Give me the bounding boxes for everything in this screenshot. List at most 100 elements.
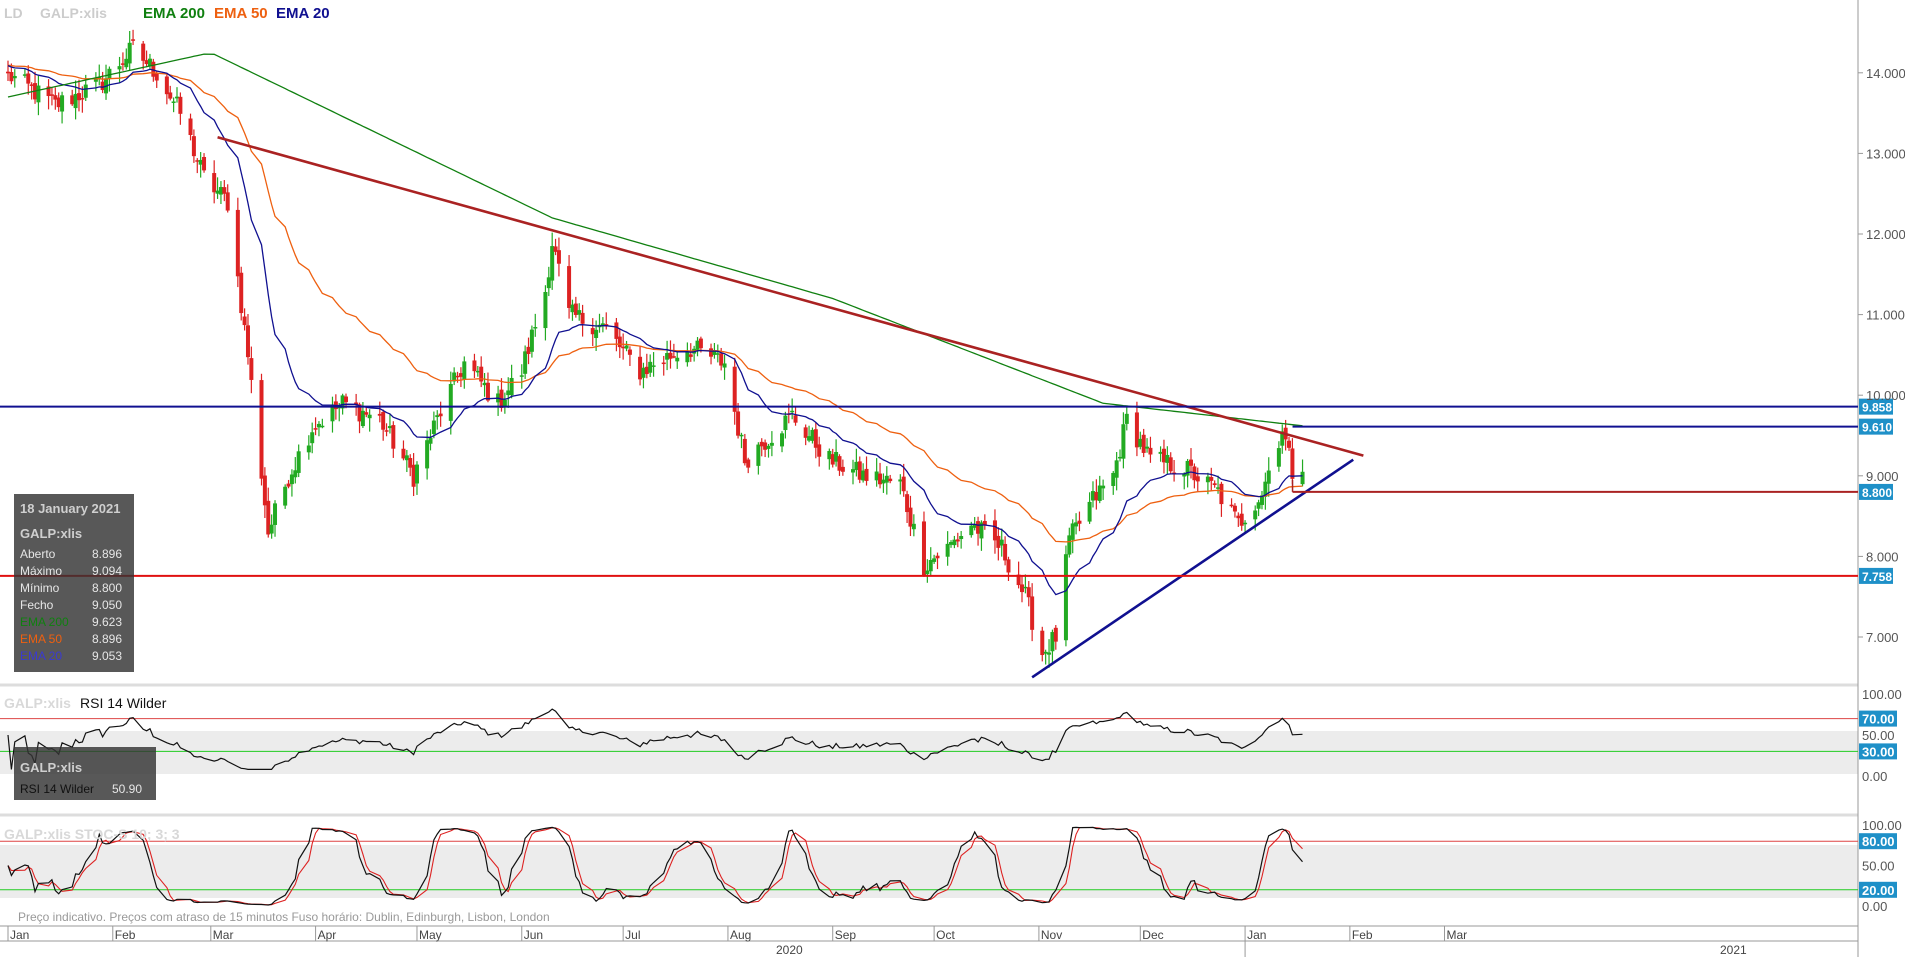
candle[interactable] bbox=[296, 444, 301, 478]
candle[interactable] bbox=[675, 350, 680, 369]
candle[interactable] bbox=[746, 457, 751, 474]
candle[interactable] bbox=[293, 457, 298, 484]
candle[interactable] bbox=[1074, 513, 1079, 535]
candle[interactable] bbox=[310, 422, 315, 454]
candle[interactable] bbox=[732, 357, 737, 425]
candle[interactable] bbox=[1189, 448, 1193, 479]
candle[interactable] bbox=[888, 474, 893, 484]
candle[interactable] bbox=[817, 436, 822, 467]
candle[interactable] bbox=[1077, 511, 1082, 532]
candle[interactable] bbox=[414, 461, 419, 495]
candle[interactable] bbox=[830, 448, 835, 468]
candle[interactable] bbox=[600, 317, 605, 333]
candle[interactable] bbox=[141, 40, 146, 70]
candle[interactable] bbox=[905, 490, 910, 523]
candle[interactable] bbox=[1020, 575, 1024, 603]
candle[interactable] bbox=[769, 431, 774, 457]
candle[interactable] bbox=[1087, 492, 1092, 524]
candle[interactable] bbox=[1053, 625, 1058, 650]
candle[interactable] bbox=[455, 371, 460, 383]
candle[interactable] bbox=[874, 458, 879, 487]
candle[interactable] bbox=[766, 443, 771, 458]
candle[interactable] bbox=[1121, 412, 1126, 469]
legend-ema50[interactable]: EMA 50 bbox=[214, 5, 268, 22]
candle[interactable] bbox=[171, 97, 176, 113]
candle[interactable] bbox=[932, 554, 937, 565]
candle[interactable] bbox=[384, 423, 389, 437]
candle[interactable] bbox=[191, 129, 196, 163]
candle[interactable] bbox=[49, 86, 54, 106]
candle[interactable] bbox=[46, 79, 51, 110]
candle[interactable] bbox=[164, 74, 169, 105]
candle[interactable] bbox=[949, 540, 954, 548]
candle[interactable] bbox=[617, 328, 622, 359]
candle[interactable] bbox=[225, 184, 230, 213]
candle[interactable] bbox=[1070, 519, 1075, 554]
candle[interactable] bbox=[425, 430, 430, 480]
candle[interactable] bbox=[1232, 503, 1237, 518]
candle[interactable] bbox=[80, 86, 85, 113]
candle[interactable] bbox=[509, 364, 514, 399]
candle[interactable] bbox=[1063, 545, 1068, 647]
candle[interactable] bbox=[861, 463, 866, 483]
candle[interactable] bbox=[1195, 467, 1200, 492]
candle[interactable] bbox=[807, 425, 812, 443]
candle[interactable] bbox=[1094, 479, 1099, 510]
candle[interactable] bbox=[1118, 449, 1123, 462]
candle[interactable] bbox=[813, 422, 818, 459]
candle[interactable] bbox=[60, 91, 65, 124]
candle[interactable] bbox=[1040, 626, 1045, 662]
candle[interactable] bbox=[452, 367, 457, 386]
candle[interactable] bbox=[627, 346, 632, 367]
candle[interactable] bbox=[306, 435, 311, 460]
candle[interactable] bbox=[665, 340, 670, 371]
candle[interactable] bbox=[266, 487, 271, 538]
candle[interactable] bbox=[124, 48, 129, 70]
candle[interactable] bbox=[621, 333, 626, 360]
candle[interactable] bbox=[1067, 527, 1072, 558]
candle[interactable] bbox=[1259, 490, 1264, 510]
candle[interactable] bbox=[242, 308, 247, 331]
candle[interactable] bbox=[431, 411, 436, 439]
candle[interactable] bbox=[1229, 498, 1234, 508]
candle[interactable] bbox=[56, 92, 61, 112]
candle[interactable] bbox=[1111, 471, 1116, 495]
candle[interactable] bbox=[624, 340, 629, 352]
candle[interactable] bbox=[29, 82, 34, 100]
candle[interactable] bbox=[742, 433, 747, 466]
candle[interactable] bbox=[212, 160, 217, 204]
candle[interactable] bbox=[638, 346, 643, 386]
candle[interactable] bbox=[1050, 629, 1055, 663]
candle[interactable] bbox=[404, 449, 409, 473]
candle[interactable] bbox=[864, 456, 869, 486]
candle[interactable] bbox=[790, 398, 795, 420]
candle[interactable] bbox=[908, 495, 913, 537]
candle[interactable] bbox=[911, 514, 916, 537]
candle[interactable] bbox=[793, 407, 798, 426]
candle[interactable] bbox=[668, 340, 673, 369]
candle[interactable] bbox=[188, 113, 193, 141]
candle[interactable] bbox=[709, 343, 714, 365]
candle[interactable] bbox=[580, 304, 585, 337]
candle[interactable] bbox=[1168, 452, 1173, 475]
candle[interactable] bbox=[1047, 639, 1052, 668]
candle[interactable] bbox=[661, 355, 666, 376]
candle[interactable] bbox=[780, 431, 785, 453]
candle[interactable] bbox=[76, 79, 81, 112]
candle[interactable] bbox=[901, 463, 906, 497]
candle[interactable] bbox=[999, 528, 1004, 557]
candle[interactable] bbox=[245, 313, 250, 365]
candle[interactable] bbox=[12, 69, 17, 88]
candle[interactable] bbox=[992, 509, 997, 554]
candle[interactable] bbox=[215, 177, 220, 199]
candle[interactable] bbox=[482, 372, 487, 397]
candle[interactable] bbox=[878, 462, 883, 489]
candle[interactable] bbox=[952, 535, 957, 549]
candle[interactable] bbox=[759, 438, 764, 457]
candle[interactable] bbox=[475, 366, 480, 377]
candle[interactable] bbox=[1124, 405, 1129, 431]
candle[interactable] bbox=[996, 527, 1001, 561]
candle[interactable] bbox=[519, 364, 524, 389]
candle[interactable] bbox=[1165, 446, 1170, 474]
candle[interactable] bbox=[239, 266, 244, 321]
